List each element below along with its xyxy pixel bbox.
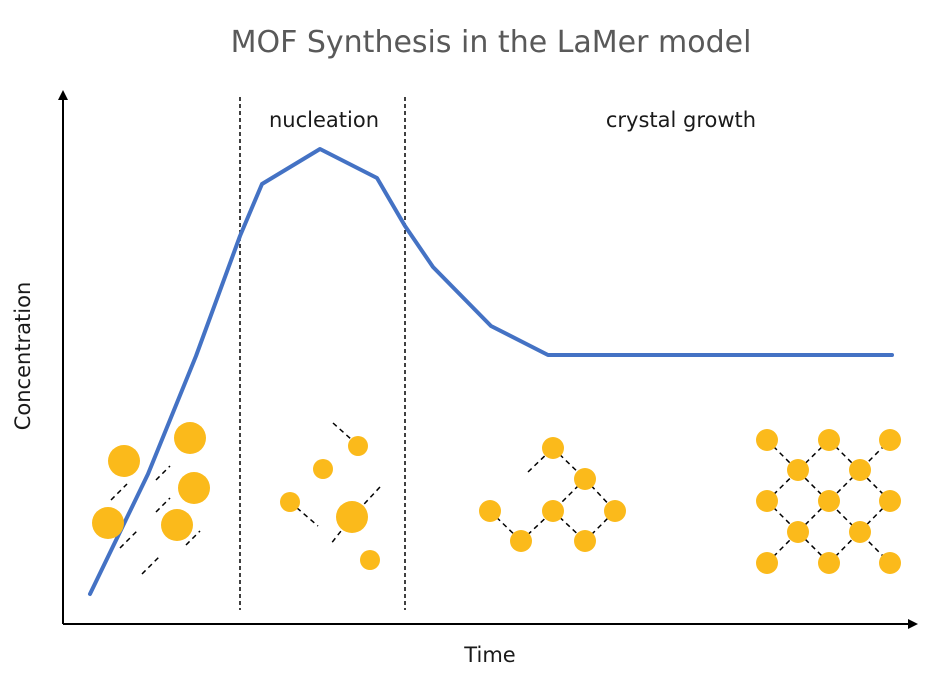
metal-particle: [336, 501, 368, 533]
ligand-dash: [766, 500, 830, 564]
metal-particle: [756, 490, 778, 512]
ligand-dash: [584, 510, 616, 542]
lattice-particles: [756, 429, 901, 574]
ligand-dash: [489, 510, 522, 542]
metal-particle: [574, 530, 596, 552]
lattice-links: [766, 439, 891, 564]
ligand-dash: [289, 501, 319, 527]
metal-particle: [756, 429, 778, 451]
metal-particle: [879, 552, 901, 574]
ligand-dash: [119, 529, 139, 549]
ligand-dash: [141, 555, 161, 575]
metal-particle: [818, 552, 840, 574]
precursor-particles: [92, 422, 210, 541]
ligand-dash: [155, 497, 171, 513]
metal-particle: [174, 422, 206, 454]
metal-particle: [92, 507, 124, 539]
metal-particle: [604, 500, 626, 522]
nucleation-label: nucleation: [269, 108, 379, 132]
diagram-title: MOF Synthesis in the LaMer model: [231, 25, 752, 60]
metal-particle: [818, 429, 840, 451]
metal-particle: [178, 472, 210, 504]
metal-particle: [879, 490, 901, 512]
crystal-growth-label: crystal growth: [606, 108, 756, 132]
nucleation-particles: [280, 436, 380, 570]
ligand-dash: [329, 516, 353, 546]
nucleation-links: [289, 422, 381, 546]
ligand-dash: [155, 465, 171, 481]
metal-particle: [161, 509, 193, 541]
y-axis-label: Concentration: [11, 282, 35, 431]
metal-particle: [756, 552, 778, 574]
metal-particle: [360, 550, 380, 570]
metal-particle: [787, 521, 809, 543]
metal-particle: [348, 436, 368, 456]
ligand-dash: [766, 439, 891, 564]
ligand-dash: [332, 422, 353, 441]
metal-particle: [849, 459, 871, 481]
metal-particle: [108, 445, 140, 477]
ligand-dash: [766, 439, 830, 502]
ligand-dash: [110, 483, 128, 501]
ligand-dash: [828, 500, 891, 564]
concentration-curve: [88, 147, 894, 596]
metal-particle: [787, 459, 809, 481]
growth-particles: [479, 437, 626, 552]
metal-particle: [280, 492, 300, 512]
metal-particle: [542, 500, 564, 522]
metal-particle: [313, 459, 333, 479]
precursor-cluster: [110, 465, 201, 575]
ligand-dash: [351, 486, 381, 518]
ligand-dash: [185, 530, 201, 546]
metal-particle: [879, 429, 901, 451]
metal-particle: [849, 521, 871, 543]
metal-particle: [542, 437, 564, 459]
x-axis-label: Time: [463, 643, 515, 667]
metal-particle: [510, 530, 532, 552]
growth-links: [489, 447, 616, 542]
metal-particle: [818, 490, 840, 512]
metal-particle: [479, 500, 501, 522]
metal-particle: [574, 468, 596, 490]
ligand-dash: [766, 439, 891, 564]
